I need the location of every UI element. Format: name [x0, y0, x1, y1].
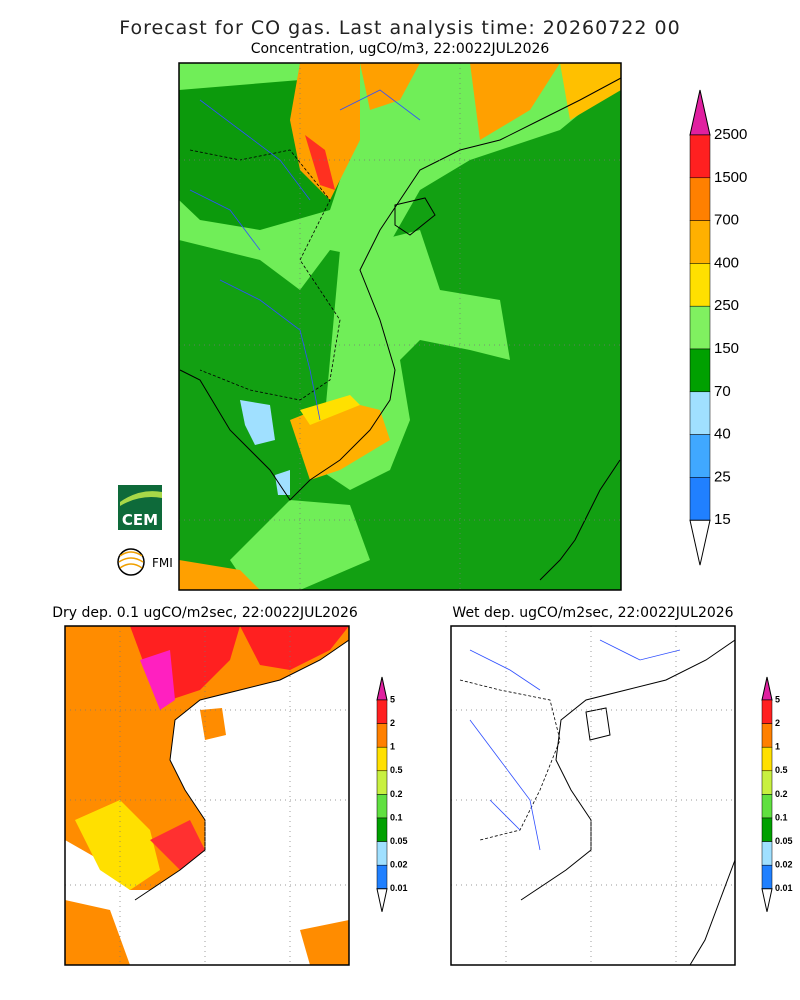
colorbar-segment — [376, 746, 388, 772]
colorbar-label: 15 — [714, 511, 731, 528]
colorbar-segment — [761, 746, 773, 772]
concentration-map — [179, 63, 621, 590]
panel-title: Concentration, ugCO/m3, 22:0022JUL2026 — [251, 41, 550, 57]
map-frame — [450, 625, 736, 966]
cem-logo: CEM — [118, 485, 162, 530]
colorbar-triangle — [376, 888, 388, 912]
colorbar-label: 0.2 — [775, 789, 788, 799]
colorbar-segment — [689, 348, 711, 393]
colorbar-label: 0.1 — [775, 812, 788, 822]
colorbar-triangle — [761, 888, 773, 912]
colorbar-label: 250 — [714, 297, 739, 314]
colorbar-segment — [376, 794, 388, 819]
colorbar-label: 0.2 — [390, 789, 403, 799]
colorbar-label: 0.1 — [390, 812, 403, 822]
colorbar-label: 2 — [775, 718, 780, 728]
colorbar-segment — [761, 770, 773, 795]
colorbar-label: 0.05 — [390, 836, 408, 846]
colorbar-label: 5 — [775, 694, 780, 704]
panel-title: Wet dep. ugCO/m2sec, 22:0022JUL2026 — [452, 605, 733, 621]
colorbar-segment — [376, 723, 388, 748]
logo-text: CEM — [122, 511, 158, 529]
figure-title: Forecast for CO gas. Last analysis time:… — [119, 17, 680, 39]
colorbar-segment — [689, 177, 711, 221]
colorbar-label: 0.5 — [390, 765, 403, 775]
colorbar-label: 0.5 — [775, 765, 788, 775]
wet-deposition-map — [451, 626, 735, 965]
logo-text: FMI — [152, 556, 173, 570]
colorbar-label: 0.02 — [390, 860, 408, 870]
colorbar-segment — [761, 699, 773, 724]
colorbar-segment — [689, 477, 711, 521]
colorbar-label: 0.01 — [775, 883, 793, 893]
colorbar-label: 2500 — [714, 126, 747, 143]
colorbar-segment — [689, 434, 711, 478]
colorbar-segment — [761, 794, 773, 819]
dry-deposition-map — [65, 626, 349, 965]
colorbar-segment — [689, 305, 711, 350]
graticule — [179, 63, 621, 590]
colorbar-segment — [761, 864, 773, 890]
colorbar-label: 1 — [390, 742, 395, 752]
fmi-logo: FMI — [117, 548, 173, 576]
map-frame — [178, 62, 622, 591]
colorbar-label: 1500 — [714, 169, 747, 186]
colorbar-label: 0.01 — [390, 883, 408, 893]
colorbar-segment — [761, 723, 773, 748]
colorbar-label: 700 — [714, 212, 739, 229]
colorbar-label: 5 — [390, 694, 395, 704]
colorbar-segment — [376, 770, 388, 795]
colorbar-segment — [689, 220, 711, 264]
colorbar-triangle — [689, 519, 711, 566]
colorbar-triangle — [689, 89, 711, 136]
colorbar-label: 70 — [714, 383, 731, 400]
colorbar-segment — [689, 391, 711, 435]
colorbar-label: 2 — [390, 718, 395, 728]
colorbar-segment — [689, 263, 711, 307]
colorbar-label: 1 — [775, 742, 780, 752]
colorbar-segment — [376, 699, 388, 724]
colorbar-segment — [376, 817, 388, 842]
colorbar-label: 25 — [714, 468, 731, 485]
colorbar-triangle — [761, 676, 773, 701]
colorbar-label: 0.02 — [775, 860, 793, 870]
colorbar-label: 0.05 — [775, 836, 793, 846]
colorbar-label: 400 — [714, 254, 739, 271]
colorbar-label: 40 — [714, 426, 731, 443]
colorbar-segment — [761, 841, 773, 866]
panel-title: Dry dep. 0.1 ugCO/m2sec, 22:0022JUL2026 — [52, 605, 358, 621]
colorbar-segment — [761, 817, 773, 842]
colorbar-label: 150 — [714, 340, 739, 357]
colorbar-triangle — [376, 676, 388, 701]
map-frame — [64, 625, 350, 966]
colorbar-segment — [376, 864, 388, 890]
colorbar-segment — [376, 841, 388, 866]
colorbar-segment — [689, 134, 711, 179]
